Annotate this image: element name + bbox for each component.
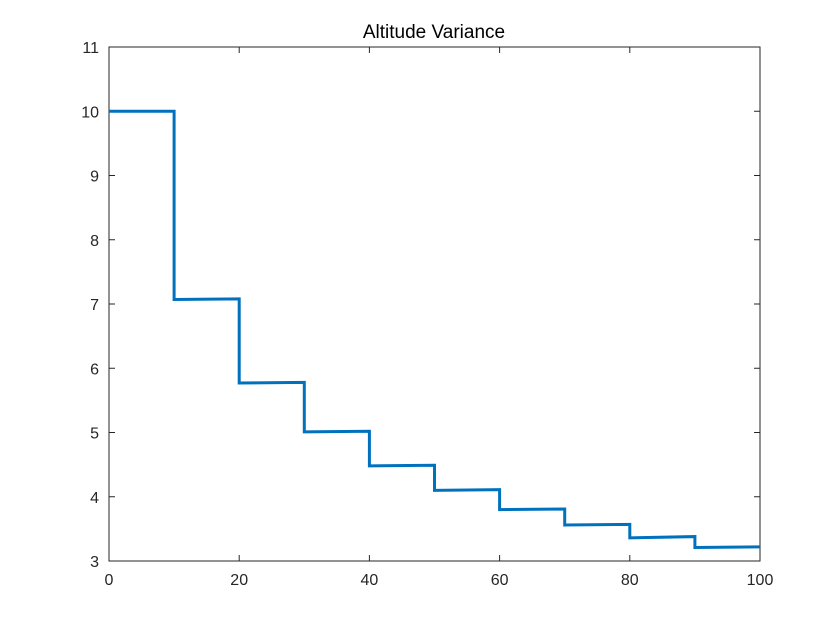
plot-area: 0 20 40 60 80 100 3 4 5 6 7 8 9 10 11 <box>81 40 773 589</box>
x-tick-label: 20 <box>230 572 248 589</box>
y-tick-label: 7 <box>90 297 99 314</box>
x-tick-label: 0 <box>105 572 114 589</box>
y-tick-label: 6 <box>90 361 99 378</box>
chart-title: Altitude Variance <box>363 22 505 43</box>
y-tick-label: 10 <box>81 104 99 121</box>
series-line <box>109 109 761 550</box>
y-tick-label: 5 <box>90 426 99 443</box>
y-tick-label: 9 <box>90 169 99 186</box>
y-tick-label: 3 <box>90 554 99 571</box>
y-tick-label: 11 <box>82 40 99 57</box>
x-tick-label: 40 <box>361 572 379 589</box>
y-tick-label: 4 <box>90 490 99 507</box>
x-tick-label: 80 <box>621 572 639 589</box>
x-tick-label: 100 <box>747 572 774 589</box>
y-tick-label: 8 <box>90 233 99 250</box>
x-tick-label: 60 <box>491 572 509 589</box>
